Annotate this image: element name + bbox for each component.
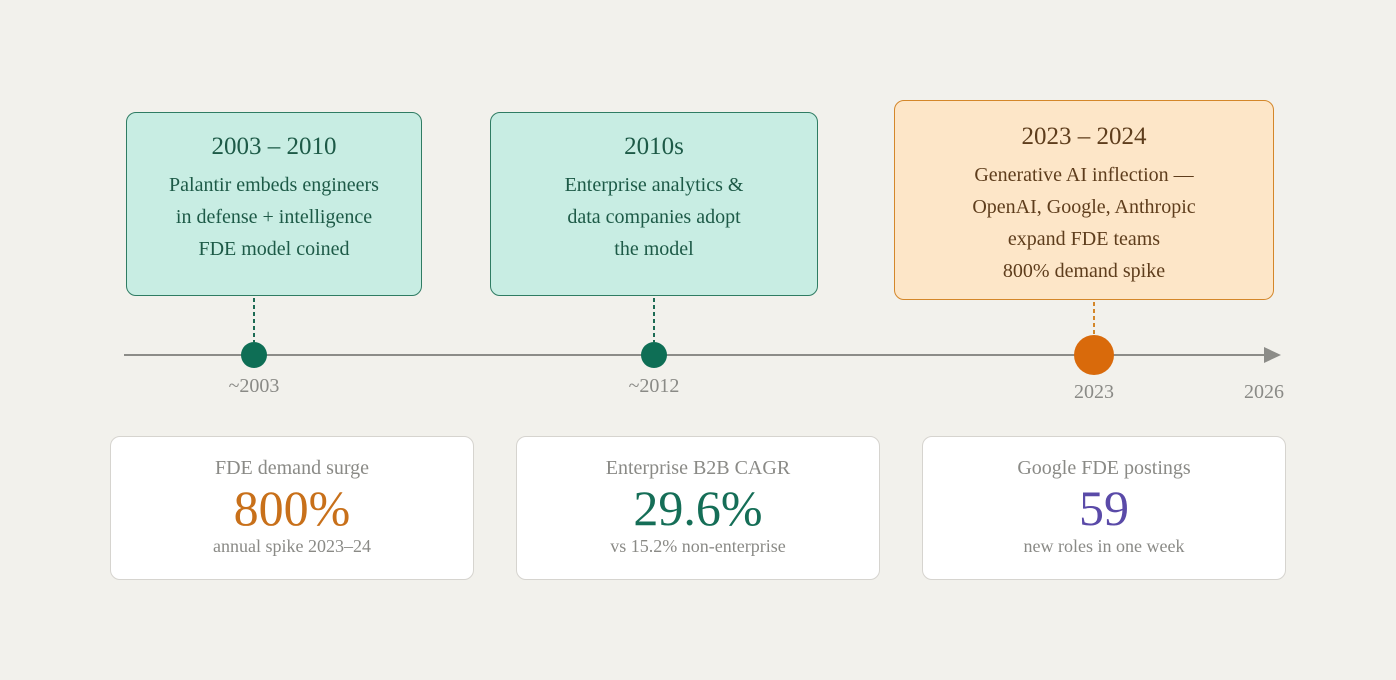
stat-value: 59 — [1079, 480, 1129, 536]
stat-note: new roles in one week — [1023, 536, 1185, 556]
stat-value: 29.6% — [633, 480, 763, 536]
milestone-dot — [1074, 335, 1114, 375]
milestone-dot — [641, 342, 667, 368]
stat-label: FDE demand surge — [214, 457, 370, 479]
marker-label: ~2003 — [228, 375, 280, 397]
event-text: Generative AI inflection — — [974, 164, 1194, 186]
marker-label: ~2012 — [628, 375, 680, 397]
event-box: 2010s Enterprise analytics & data compan… — [490, 112, 818, 296]
axis-end-label: 2026 — [1244, 381, 1284, 403]
event-title: 2023 – 2024 — [1021, 123, 1147, 150]
stat-label: Google FDE postings — [1017, 457, 1191, 479]
stat-card: Enterprise B2B CAGR 29.6% vs 15.2% non-e… — [516, 436, 880, 580]
event-text: in defense + intelligence — [175, 206, 373, 228]
event-text: FDE model coined — [198, 238, 350, 260]
event-box: 2003 – 2010 Palantir embeds engineers in… — [126, 112, 422, 296]
event-text: the model — [614, 238, 694, 260]
event-title: 2003 – 2010 — [211, 133, 337, 160]
stat-label: Enterprise B2B CAGR — [605, 457, 791, 479]
marker-label: 2023 — [1074, 381, 1114, 403]
event-text: Enterprise analytics & — [564, 174, 744, 196]
milestone-dot — [241, 342, 267, 368]
stat-card: FDE demand surge 800% annual spike 2023–… — [110, 436, 474, 580]
event-text: OpenAI, Google, Anthropic — [972, 196, 1196, 218]
stat-note: vs 15.2% non-enterprise — [610, 536, 786, 556]
event-text: expand FDE teams — [1007, 228, 1161, 250]
stat-value: 800% — [233, 480, 351, 536]
event-text: data companies adopt — [567, 206, 741, 228]
stat-card: Google FDE postings 59 new roles in one … — [922, 436, 1286, 580]
event-text: Palantir embeds engineers — [169, 174, 379, 196]
stat-note: annual spike 2023–24 — [213, 536, 371, 556]
axis-arrow — [1264, 347, 1281, 363]
event-text: 800% demand spike — [1002, 260, 1166, 282]
event-box: 2023 – 2024 Generative AI inflection — O… — [894, 100, 1274, 300]
event-title: 2010s — [624, 133, 684, 160]
